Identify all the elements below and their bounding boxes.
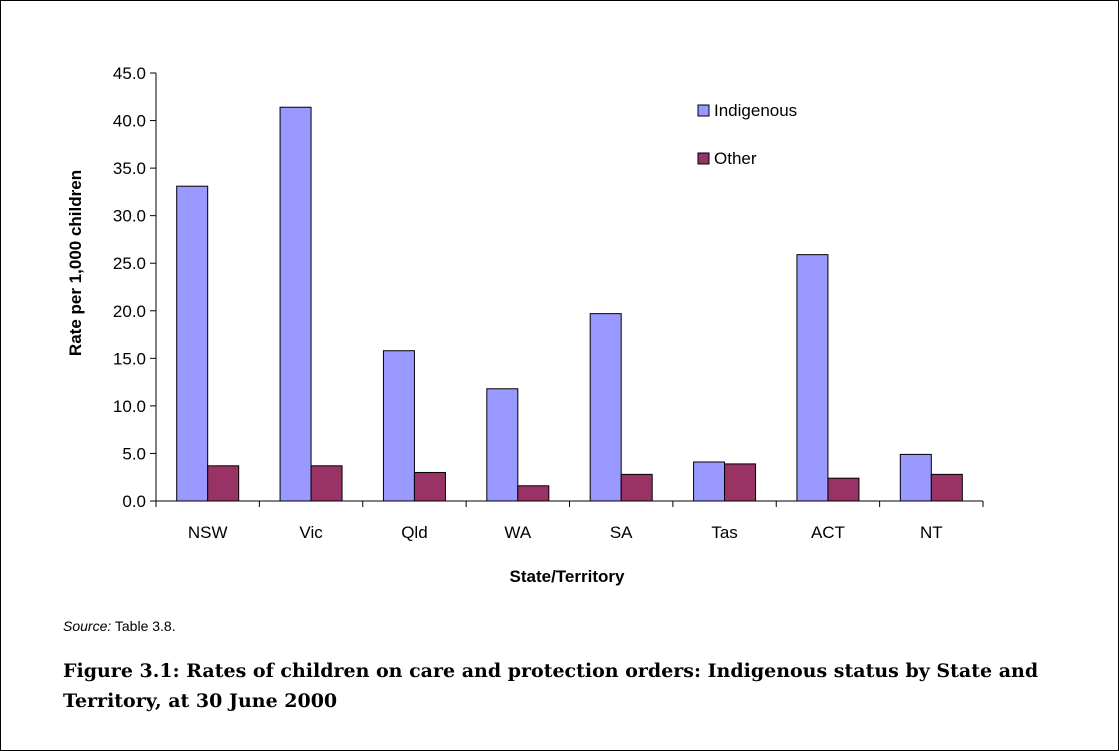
legend-label-indigenous: Indigenous (714, 101, 797, 120)
bar-other-act (827, 477, 860, 502)
y-tick-label: 25.0 (113, 254, 146, 273)
y-tick-label: 35.0 (113, 159, 146, 178)
bar-indigenous-nsw (176, 185, 209, 502)
x-tick-label: Qld (401, 523, 427, 542)
bar-other-wa (517, 485, 550, 502)
y-tick-label: 45.0 (113, 64, 146, 83)
source-label: Source: (63, 618, 112, 634)
legend: Indigenous Other (697, 101, 797, 168)
bar-other-qld (413, 471, 446, 502)
y-tick-label: 10.0 (113, 397, 146, 416)
bar-indigenous-vic (279, 106, 312, 502)
bar-other-nsw (207, 465, 240, 502)
legend-label-other: Other (714, 149, 757, 168)
y-tick-label: 0.0 (122, 492, 146, 511)
y-tick-label: 15.0 (113, 349, 146, 368)
bar-indigenous-nt (899, 453, 932, 502)
bar-other-tas (724, 463, 757, 502)
bar-indigenous-sa (589, 313, 622, 502)
y-tick-label: 40.0 (113, 112, 146, 131)
y-tick-label: 20.0 (113, 302, 146, 321)
figure-caption: Figure 3.1: Rates of children on care an… (63, 660, 1039, 712)
x-tick-label: Tas (711, 523, 737, 542)
bar-indigenous-tas (693, 461, 726, 502)
y-ticks-group: 0.0 5.0 10.0 15.0 20.0 25.0 30.0 35.0 40.0 45.0 (113, 64, 156, 511)
x-tick-label: SA (610, 523, 633, 542)
y-tick-label: 30.0 (113, 207, 146, 226)
bar-chart: 0.0 5.0 10.0 15.0 20.0 25.0 30.0 35.0 40.0 45.0 N… (66, 64, 984, 586)
source-note: Source: Table 3.8. (63, 618, 176, 634)
x-tick-label: NSW (188, 523, 228, 542)
legend-swatch-other (697, 152, 710, 165)
x-axis-title: State/Territory (510, 567, 625, 586)
source-text: Table 3.8. (111, 618, 176, 634)
bar-other-sa (620, 473, 653, 502)
bar-other-nt (930, 473, 963, 502)
y-tick-label: 5.0 (122, 444, 146, 463)
bars-group (176, 106, 963, 502)
bar-other-vic (310, 465, 343, 502)
bar-indigenous-wa (486, 388, 519, 502)
bar-indigenous-act (796, 254, 829, 502)
bar-indigenous-qld (382, 350, 415, 502)
x-tick-label: Vic (299, 523, 323, 542)
x-ticks-group: NSW Vic Qld WA SA Tas ACT NT (155, 501, 984, 542)
x-tick-label: ACT (811, 523, 845, 542)
x-tick-label: NT (920, 523, 943, 542)
y-axis-title: Rate per 1,000 children (66, 170, 85, 356)
x-tick-label: WA (504, 523, 531, 542)
legend-swatch-indigenous (697, 104, 710, 117)
